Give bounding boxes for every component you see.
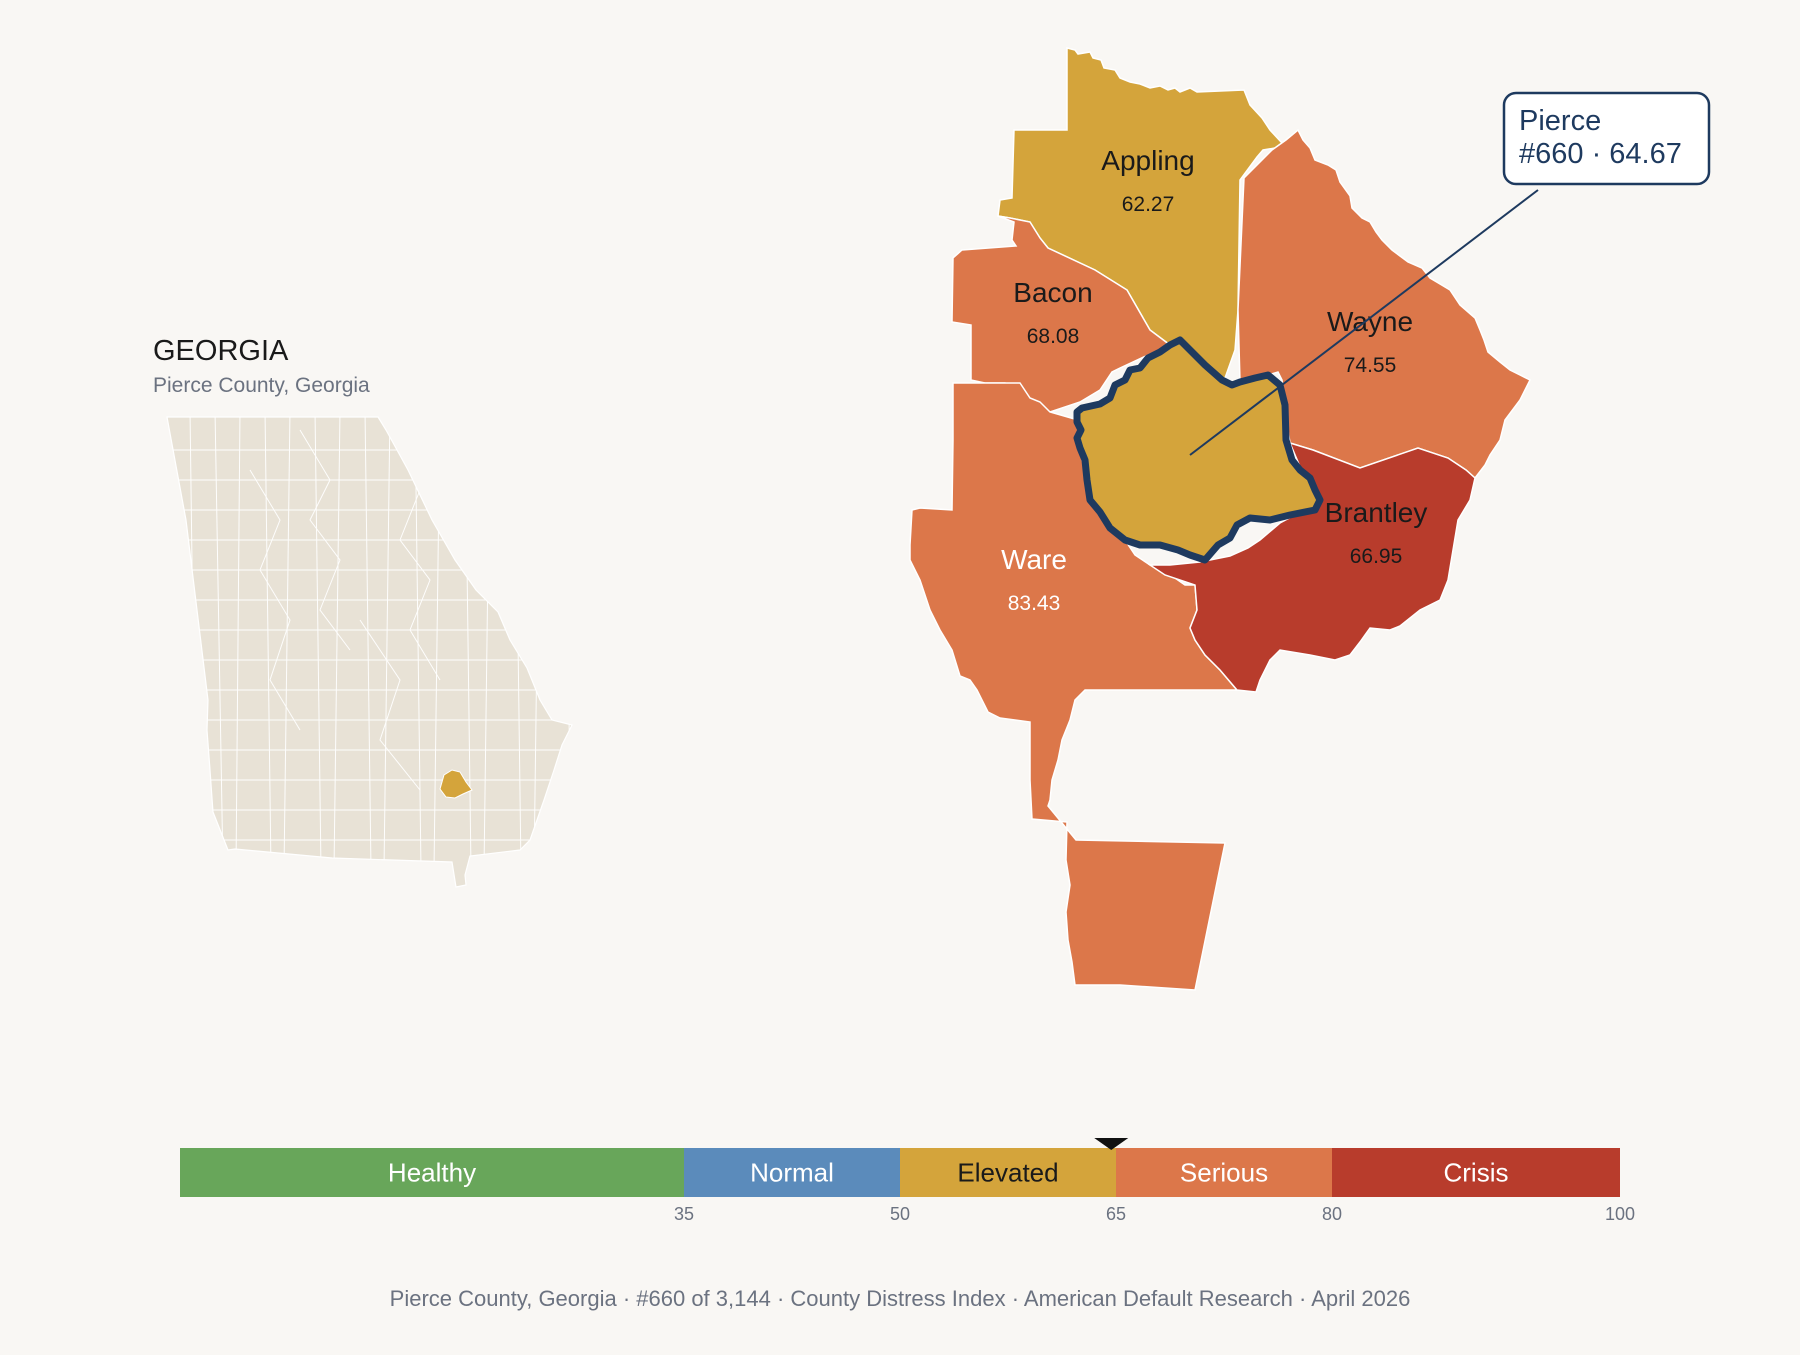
county-value-appling: 62.27 [1122,193,1175,216]
county-label-wayne: Wayne [1327,306,1413,337]
pierce-county-highlight [439,769,473,799]
scale-band-label-serious: Serious [1180,1158,1268,1188]
county-pierce[interactable] [1073,336,1324,564]
scale-tick-35: 35 [674,1204,694,1224]
scale-band-elevated [900,1148,1116,1197]
county-label-brantley: Brantley [1325,497,1428,528]
scale-band-label-normal: Normal [750,1158,834,1188]
callout-county-name: Pierce [1519,105,1601,137]
county-label-ware: Ware [1001,544,1067,575]
footer-caption: Pierce County, Georgia · #660 of 3,144 ·… [390,1286,1411,1311]
state-title: GEORGIA [153,335,289,367]
county-value-ware: 83.43 [1008,592,1061,615]
scale-band-label-elevated: Elevated [957,1158,1058,1188]
county-value-brantley: 66.95 [1350,545,1403,568]
scale-tick-80: 80 [1322,1204,1342,1224]
county-value-bacon: 68.08 [1027,325,1080,348]
county-brantley[interactable] [1147,441,1476,693]
scale-tick-65: 65 [1106,1204,1126,1224]
county-value-wayne: 74.55 [1344,354,1397,377]
callout-rank-value: #660 · 64.67 [1519,138,1682,170]
scale-band-healthy [180,1148,684,1197]
scale-tick-100: 100 [1605,1204,1635,1224]
state-overview: GEORGIA Pierce County, Georgia [153,335,573,888]
scale-band-normal [684,1148,900,1197]
county-label-appling: Appling [1101,145,1194,176]
pierce-callout: Pierce #660 · 64.67 [1189,91,1711,456]
georgia-state-shape [166,416,573,888]
callout-box [1502,91,1711,186]
scale-band-label-healthy: Healthy [388,1158,476,1188]
county-labels: Appling 62.27 Bacon 68.08 Wayne 74.55 Brantley… [1001,145,1427,615]
scale-band-crisis [1332,1148,1620,1197]
scale-band-serious [1116,1148,1332,1197]
scale-band-label-crisis: Crisis [1444,1158,1509,1188]
county-label-bacon: Bacon [1013,277,1092,308]
scale-tick-50: 50 [890,1204,910,1224]
county-detail-map: Appling 62.27 Bacon 68.08 Wayne 74.55 Brantley… [909,47,1532,991]
callout-leader-line [1189,189,1539,456]
scale-marker [1094,1138,1129,1150]
state-subtitle: Pierce County, Georgia [153,374,370,397]
distress-scale: Healthy Normal Elevated Serious Crisis 35 50 65… [180,1138,1635,1224]
